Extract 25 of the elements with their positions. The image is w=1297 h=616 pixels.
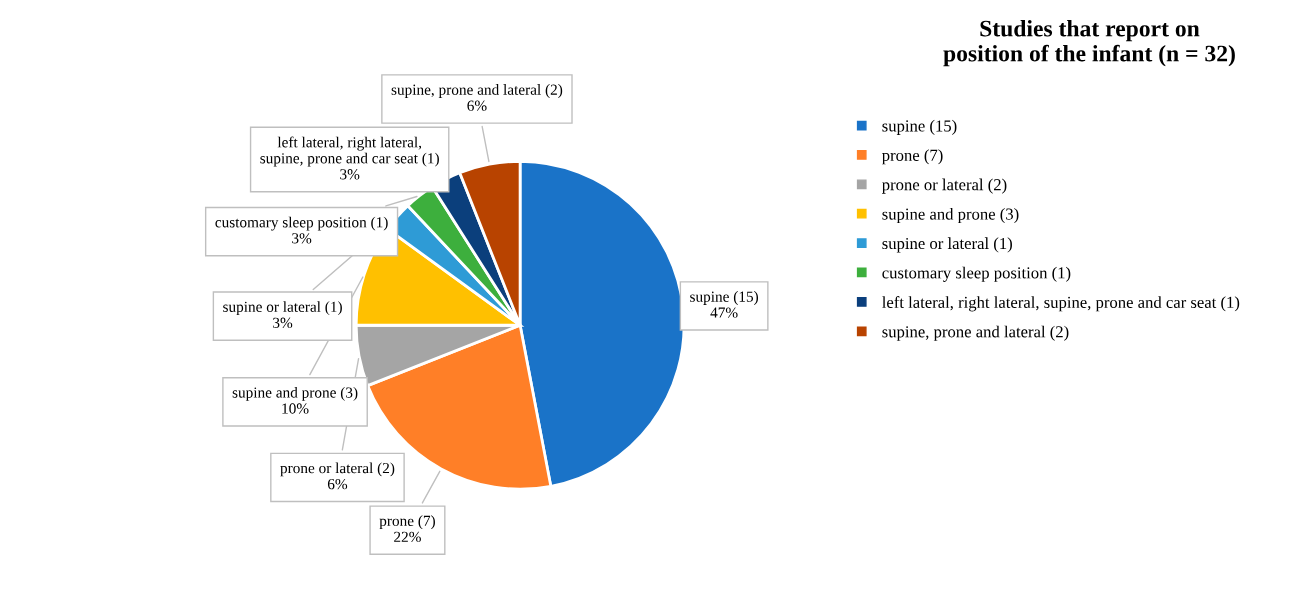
legend-label: prone (7): [882, 149, 943, 165]
data-label: 10%: [282, 403, 309, 414]
data-label: 22%: [394, 531, 421, 543]
chart-title: Studies that report on position of the infant (n = 32): [943, 19, 1235, 67]
slice-label: left lateral, right lateral, supine, prone and car seat (1): [260, 136, 439, 167]
data-label: 3%: [273, 317, 293, 328]
legend-label: prone or lateral (2): [882, 178, 1007, 194]
legend-label: customary sleep position (1): [882, 266, 1071, 282]
data-label: 6%: [327, 478, 348, 490]
slice-label: prone or lateral (2): [280, 462, 395, 477]
slice-label: supine, prone and lateral (2): [391, 84, 563, 98]
legend-label: left lateral, right lateral, supine, prone and car seat (1): [882, 296, 1240, 312]
slice-label: prone (7): [379, 515, 435, 530]
legend-label: supine (15): [882, 119, 957, 135]
data-label: 6%: [467, 100, 487, 111]
slice-label: supine and prone (3): [232, 386, 358, 401]
slice-label: customary sleep position (1): [215, 216, 388, 231]
legend-label: supine and prone (3): [882, 207, 1019, 224]
legend-label: supine, prone and lateral (2): [882, 325, 1069, 341]
data-label: 47%: [710, 307, 738, 318]
slice-label: supine or lateral (1): [223, 301, 342, 316]
data-label: 3%: [340, 169, 360, 180]
slice-label: supine (15): [690, 291, 759, 305]
data-label: 3%: [292, 233, 312, 244]
legend-label: supine or lateral (1): [882, 237, 1012, 253]
